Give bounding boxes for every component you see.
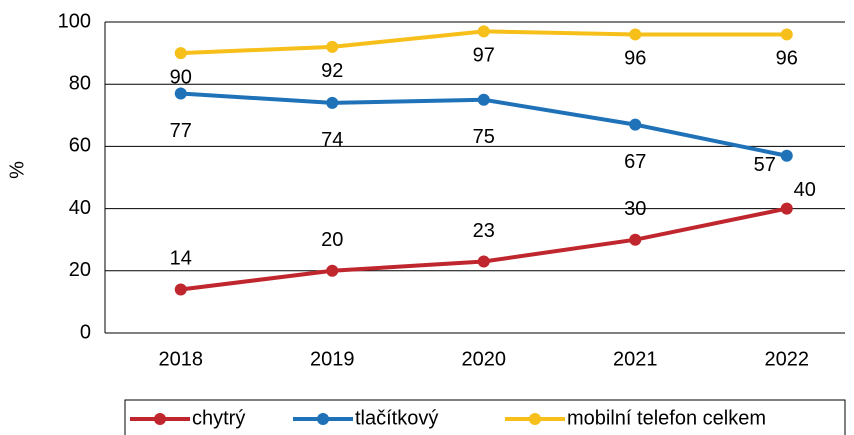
x-tick-label: 2018 — [159, 348, 204, 370]
point — [780, 149, 793, 162]
legend-marker — [154, 413, 166, 425]
point — [629, 233, 642, 246]
point — [174, 47, 187, 60]
data-label: 92 — [321, 60, 343, 82]
data-label: 30 — [624, 198, 646, 220]
data-label: 23 — [473, 220, 495, 242]
point — [174, 283, 187, 296]
point — [174, 87, 187, 100]
y-tick-label: 80 — [69, 72, 91, 94]
y-tick-label: 60 — [69, 135, 91, 157]
data-label: 14 — [170, 248, 192, 270]
point — [477, 255, 490, 268]
point — [326, 264, 339, 277]
y-tick-label: 0 — [80, 321, 91, 343]
data-label: 40 — [794, 179, 816, 201]
data-label: 97 — [473, 45, 495, 67]
y-axis-label: % — [6, 161, 28, 179]
legend-marker — [317, 413, 329, 425]
point — [780, 28, 793, 41]
data-label: 20 — [321, 229, 343, 251]
y-tick-label: 20 — [69, 259, 91, 281]
legend-label: tlačítkový — [355, 407, 438, 429]
legend-marker — [529, 413, 541, 425]
x-tick-label: 2019 — [310, 348, 355, 370]
x-tick-label: 2021 — [613, 348, 658, 370]
legend-label: mobilní telefon celkem — [567, 407, 766, 429]
data-label: 96 — [776, 48, 798, 70]
point — [629, 28, 642, 41]
y-tick-label: 100 — [58, 10, 91, 32]
data-label: 67 — [624, 151, 646, 173]
data-label: 57 — [754, 154, 776, 176]
legend-box — [124, 399, 846, 435]
y-tick-label: 40 — [69, 197, 91, 219]
data-label: 77 — [170, 120, 192, 142]
data-label: 74 — [321, 129, 343, 151]
point — [780, 202, 793, 215]
legend-label: chytrý — [192, 407, 245, 429]
point — [326, 96, 339, 109]
data-label: 75 — [473, 126, 495, 148]
point — [477, 93, 490, 106]
point — [477, 25, 490, 38]
x-tick-label: 2022 — [765, 348, 810, 370]
point — [326, 40, 339, 53]
data-label: 96 — [624, 48, 646, 70]
data-label: 90 — [170, 66, 192, 88]
x-tick-label: 2020 — [462, 348, 507, 370]
point — [629, 118, 642, 131]
